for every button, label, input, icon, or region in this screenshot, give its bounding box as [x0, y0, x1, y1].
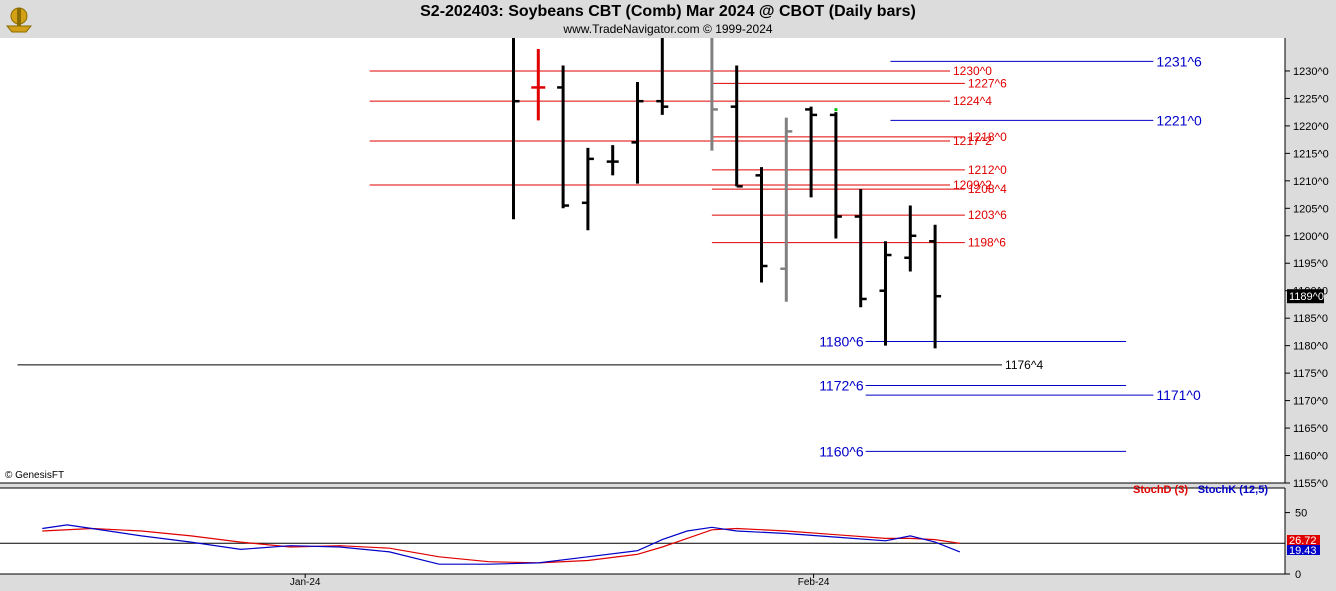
price-axis-tick-label: 1200^0	[1293, 231, 1329, 243]
level-label: 1180^6	[819, 334, 864, 350]
stoch-panel-background	[0, 488, 1285, 574]
time-axis-label: Feb-24	[798, 577, 830, 588]
level-label: 1221^0	[1156, 112, 1202, 128]
price-axis-tick-label: 1210^0	[1293, 176, 1329, 188]
price-axis-tick-label: 1185^0	[1293, 313, 1328, 325]
price-axis-tick-label: 1220^0	[1293, 121, 1329, 133]
level-label: 1176^4	[1005, 358, 1043, 372]
chart-title: S2-202403: Soybeans CBT (Comb) Mar 2024 …	[420, 3, 916, 20]
time-axis: Jan-24 Feb-24	[290, 574, 830, 588]
last-price-box: 1189^0	[1287, 289, 1324, 304]
last-price-box-bg	[1287, 289, 1324, 304]
stoch-series-line	[42, 527, 960, 564]
chart-subtitle: www.TradeNavigator.com © 1999-2024	[563, 22, 773, 36]
price-bars	[512, 38, 942, 349]
level-label: 1171^0	[1156, 387, 1201, 403]
price-axis-tick-label: 1160^0	[1293, 451, 1328, 463]
stoch-k-last-value: 19.43	[1289, 545, 1317, 557]
price-axis-tick-label: 1195^0	[1293, 258, 1328, 270]
price-axis-tick-label: 1230^0	[1293, 66, 1329, 78]
price-axis-tick-label: 1155^0	[1293, 478, 1328, 490]
trade-navigator-logo-icon	[5, 7, 33, 33]
stoch-k-last-box	[1287, 545, 1320, 555]
level-label: 1160^6	[819, 443, 864, 459]
price-axis-tick-label: 1205^0	[1293, 203, 1329, 215]
price-axis-tick-label: 1170^0	[1293, 396, 1328, 408]
price-axis-tick-label: 1165^0	[1293, 423, 1328, 435]
signal-marker	[834, 108, 838, 112]
level-label: 1208^4	[968, 182, 1007, 196]
stoch-axis-tick-label: 50	[1295, 508, 1307, 520]
price-axis-tick-label: 1180^0	[1293, 341, 1328, 353]
price-panel-background	[0, 38, 1285, 483]
level-label: 1209^2	[953, 178, 992, 192]
level-label: 1172^6	[819, 377, 864, 393]
level-label: 1212^0	[968, 163, 1007, 177]
level-label: 1203^6	[968, 208, 1007, 222]
price-axis-background	[1285, 38, 1336, 483]
level-label: 1218^0	[968, 130, 1007, 144]
stoch-axis-tick-label: 0	[1295, 569, 1301, 581]
stoch-d-last-box	[1287, 535, 1320, 546]
legend-stoch-d: StochD (3)	[1133, 484, 1188, 496]
chart-header: S2-202403: Soybeans CBT (Comb) Mar 2024 …	[0, 0, 1336, 38]
time-axis-label: Jan-24	[290, 577, 321, 588]
level-label: 1231^6	[1156, 53, 1202, 69]
price-axis-tick-label: 1215^0	[1293, 148, 1329, 160]
last-price-label: 1189^0	[1289, 291, 1324, 303]
stoch-d-last-value: 26.72	[1289, 535, 1317, 547]
copyright-label: © GenesisFT	[5, 470, 64, 481]
level-label: 1198^6	[968, 236, 1006, 250]
price-axis-tick-label: 1175^0	[1293, 368, 1328, 380]
level-label: 1230^0	[953, 64, 992, 78]
level-label: 1217^2	[953, 134, 992, 148]
legend-stoch-k: StochK (12,5)	[1198, 484, 1269, 496]
level-label: 1224^4	[953, 94, 992, 108]
stoch-series-line	[42, 524, 961, 565]
level-label: 1227^6	[968, 76, 1007, 90]
price-axis-tick-label: 1225^0	[1293, 93, 1329, 105]
